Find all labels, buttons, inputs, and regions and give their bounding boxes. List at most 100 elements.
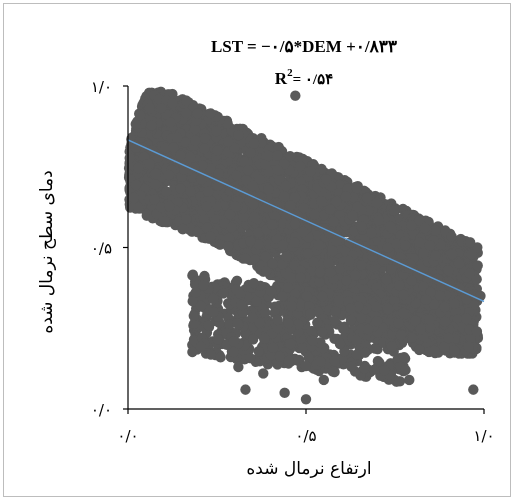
data-point xyxy=(203,320,214,331)
outlier-point xyxy=(379,365,390,376)
data-point xyxy=(351,183,362,194)
data-point xyxy=(315,356,326,367)
data-point xyxy=(195,341,207,352)
data-point xyxy=(201,201,212,212)
data-point xyxy=(208,293,219,305)
data-point xyxy=(386,341,398,352)
data-point xyxy=(247,334,259,345)
data-point xyxy=(144,102,155,114)
x-axis-label: ارتفاع نرمال شده xyxy=(246,459,371,479)
data-point xyxy=(436,282,447,293)
data-point xyxy=(298,202,309,214)
data-point xyxy=(447,249,458,260)
data-point xyxy=(202,186,214,197)
data-point xyxy=(414,215,425,226)
data-point xyxy=(171,132,183,143)
data-point xyxy=(359,347,371,358)
data-point xyxy=(181,107,192,119)
data-point xyxy=(368,364,380,375)
data-point xyxy=(323,257,334,269)
data-point xyxy=(282,282,294,293)
outlier-point xyxy=(240,384,251,395)
data-point xyxy=(167,98,178,109)
data-point xyxy=(130,119,141,130)
data-point xyxy=(231,275,243,286)
data-point xyxy=(236,299,247,311)
data-point xyxy=(439,341,450,353)
outlier-points xyxy=(190,90,486,405)
outlier-point xyxy=(290,90,301,101)
data-point xyxy=(466,249,477,260)
data-point xyxy=(295,272,306,283)
data-point xyxy=(301,291,313,302)
data-point xyxy=(253,227,264,238)
x-ticks: ۰/۰ ۰/۵ ۱/۰ xyxy=(117,409,495,445)
data-point xyxy=(397,307,409,319)
data-point xyxy=(425,287,436,298)
data-point xyxy=(228,346,239,358)
data-point xyxy=(205,163,216,174)
data-point xyxy=(439,301,450,313)
data-point xyxy=(371,197,383,208)
outlier-point xyxy=(404,374,415,386)
data-point xyxy=(205,108,216,119)
data-point xyxy=(190,135,201,146)
data-point xyxy=(344,237,355,248)
data-point xyxy=(398,289,409,301)
data-point xyxy=(289,237,300,248)
outlier-point xyxy=(300,394,312,405)
data-point xyxy=(307,335,319,346)
data-point xyxy=(406,332,417,343)
data-point xyxy=(316,327,328,338)
data-point xyxy=(223,232,235,244)
data-point xyxy=(238,211,249,222)
equation-lhs: LST xyxy=(211,37,244,56)
data-point xyxy=(289,192,301,203)
data-point xyxy=(245,353,256,364)
data-point xyxy=(254,191,265,202)
data-point xyxy=(316,195,327,207)
data-point xyxy=(242,164,254,176)
data-point xyxy=(212,334,224,345)
data-point xyxy=(240,253,251,264)
data-point xyxy=(199,133,211,144)
y-ticks: ۰/۰۰/۵۱/۰ xyxy=(91,78,128,419)
data-point xyxy=(449,345,460,356)
data-point xyxy=(263,150,274,162)
data-point xyxy=(272,314,283,326)
data-point xyxy=(159,216,170,227)
data-point xyxy=(334,338,346,350)
data-point xyxy=(245,236,256,247)
data-point xyxy=(240,329,251,340)
data-point xyxy=(260,251,271,262)
data-point xyxy=(308,256,319,268)
data-point xyxy=(472,260,483,271)
data-point xyxy=(352,201,363,213)
data-point xyxy=(312,317,323,328)
data-point xyxy=(189,123,201,135)
data-point xyxy=(261,202,272,213)
data-point xyxy=(359,363,370,374)
data-point xyxy=(161,186,172,197)
r2-base: R xyxy=(275,69,288,88)
data-point xyxy=(372,355,384,367)
data-point xyxy=(260,307,271,318)
data-point xyxy=(253,239,264,250)
outlier-point xyxy=(464,268,475,279)
data-point xyxy=(271,233,282,244)
data-point xyxy=(345,303,356,314)
data-point xyxy=(283,318,294,329)
data-point xyxy=(338,323,349,335)
x-tick-label: ۱/۰ xyxy=(473,427,494,445)
data-point xyxy=(254,174,265,185)
data-point xyxy=(130,179,142,191)
data-point xyxy=(463,341,474,353)
data-point xyxy=(356,221,367,232)
data-point xyxy=(248,138,260,149)
regression-equation: LST = −۰/۵*DEM +۰/۸۳۳ xyxy=(211,37,397,56)
outlier-point xyxy=(215,352,226,363)
data-point xyxy=(329,355,340,367)
data-point xyxy=(449,298,460,309)
data-point xyxy=(289,218,301,230)
data-point xyxy=(461,294,472,305)
